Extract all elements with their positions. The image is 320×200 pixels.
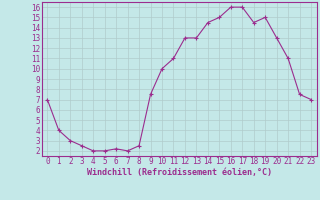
X-axis label: Windchill (Refroidissement éolien,°C): Windchill (Refroidissement éolien,°C) bbox=[87, 168, 272, 177]
